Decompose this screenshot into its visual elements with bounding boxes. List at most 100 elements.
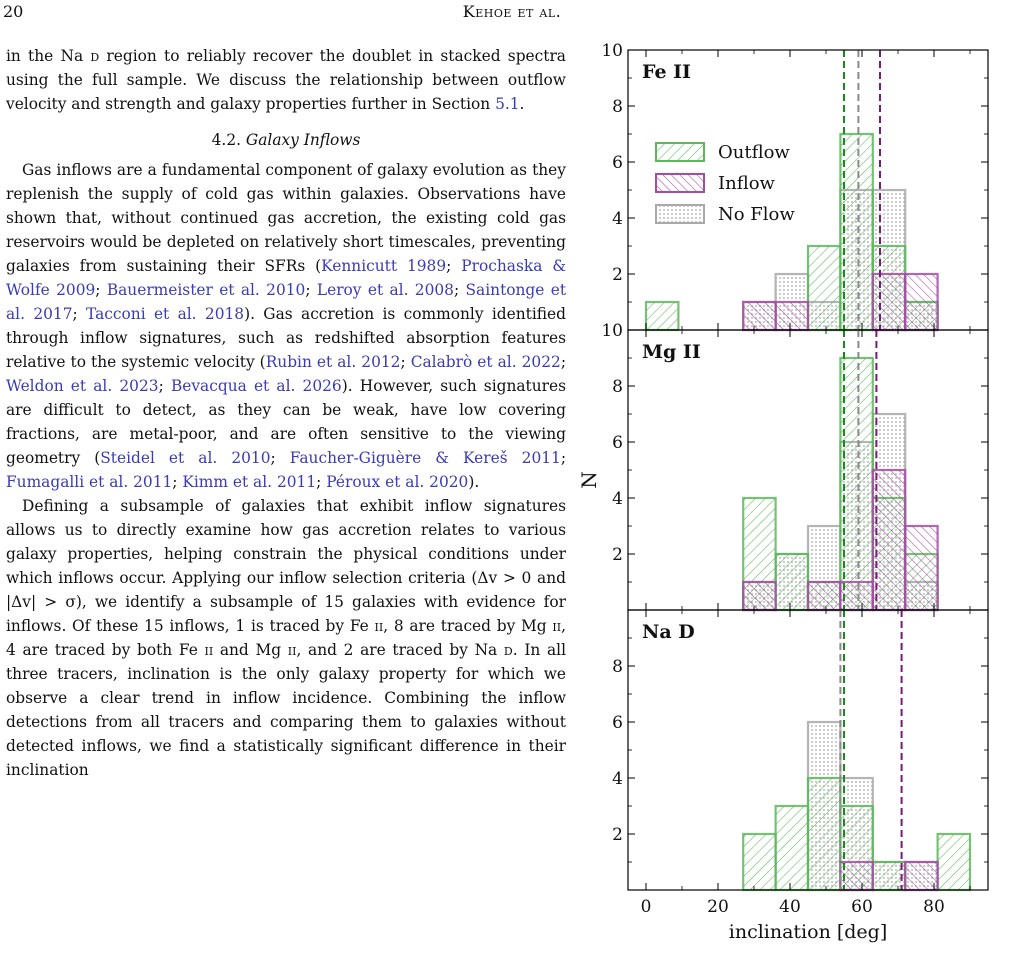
histogram-bar-outflow [644, 300, 680, 332]
y-tick-label: 6 [612, 713, 623, 733]
small-caps-text: d [503, 641, 513, 659]
text-run: ; [453, 281, 466, 299]
citation-link[interactable]: Leroy et al. 2008 [316, 281, 454, 299]
text-run: ). Gas accretion is commonly identified … [6, 305, 566, 371]
legend: Outflow Inflow No Flow [655, 142, 795, 225]
paragraph-inflows: Gas inflows are a fundamental component … [6, 158, 566, 494]
citation-link[interactable]: 5.1 [495, 95, 520, 113]
x-tick-label: 20 [707, 897, 729, 917]
citation-link[interactable]: Saintonge et al. 2017 [6, 281, 566, 323]
histogram-panel: 2 4 6 8 10 Mg II [601, 321, 989, 612]
citation-link[interactable]: Fumagalli et al. 2011 [6, 473, 173, 491]
histogram-panel: 2 4 6 8 Na D [612, 609, 989, 892]
inclination-histogram-figure: 2 4 6 8 10 Fe II 2 4 6 8 10 Mg II 2 4 6 8 Na D 0 20 40 60 80 i… [570, 40, 1000, 965]
text-run: ; [270, 449, 290, 467]
text-run: region to reliably recover the doublet i… [6, 47, 566, 113]
legend-swatch-inflow [655, 173, 705, 193]
citation-link[interactable]: Calabrò et al. 2022 [410, 353, 561, 371]
citation-link[interactable]: Péroux et al. 2020 [326, 473, 469, 491]
y-tick-label: 8 [612, 377, 623, 397]
text-run: ). However, such signatures are difficul… [6, 377, 566, 467]
legend-swatch-outflow [655, 142, 705, 162]
citation-link[interactable]: Kimm et al. 2011 [182, 473, 317, 491]
histogram-bar-outflow [871, 860, 907, 892]
panel-label: Na D [642, 621, 695, 643]
small-caps-text: ii [204, 641, 214, 659]
y-tick-label: 2 [612, 265, 623, 285]
citation-link[interactable]: Kennicutt 1989 [321, 257, 447, 275]
histogram-bar-inflow [904, 272, 939, 332]
text-run: , and 2 are traced by Na [296, 641, 504, 659]
y-tick-label: 4 [612, 209, 623, 229]
x-tick-label: 60 [851, 897, 873, 917]
text-run: in the Na [6, 47, 91, 65]
citation-link[interactable]: Prochaska & Wolfe 2009 [6, 257, 566, 299]
small-caps-text: ii [552, 617, 562, 635]
histogram-bar-inflow [806, 580, 842, 612]
histogram-bar-inflow [904, 860, 939, 892]
histogram-svg: 2 4 6 8 10 Fe II 2 4 6 8 10 Mg II 2 4 6 8 Na D 0 20 40 60 80 i… [577, 41, 989, 943]
text-run: . In all three tracers, inclination is t… [6, 641, 566, 779]
section-number: 4.2. [211, 131, 242, 149]
histogram-bar-inflow [742, 580, 777, 612]
text-run: ; [446, 257, 462, 275]
page-header: 20 Kehoe et al. [0, 0, 1024, 30]
citation-link[interactable]: Rubin et al. 2012 [265, 353, 401, 371]
y-tick-label: 4 [612, 489, 623, 509]
text-run: ; [95, 281, 107, 299]
panel-label: Mg II [642, 341, 701, 363]
histogram-bar-outflow [774, 804, 810, 892]
citation-link[interactable]: Weldon et al. 2023 [6, 377, 159, 395]
small-caps-text: ii [374, 617, 384, 635]
x-axis-label: inclination [deg] [729, 921, 888, 943]
text-run: Defining a subsample of galaxies that ex… [6, 497, 566, 635]
y-tick-label: 2 [612, 545, 623, 565]
text-run: Gas inflows are a fundamental component … [6, 161, 566, 275]
text-run: , 4 are traced by both Fe [6, 617, 566, 659]
legend-label: No Flow [718, 204, 795, 225]
small-caps-text: d [90, 47, 100, 65]
legend-swatch-noflow [655, 204, 705, 224]
text-run: ). [468, 473, 480, 491]
body-text-column: in the Na d region to reliably recover t… [6, 44, 566, 965]
paragraph-subsample: Defining a subsample of galaxies that ex… [6, 494, 566, 782]
histogram-bar-inflow [839, 580, 874, 612]
text-run: ; [316, 473, 327, 491]
text-run: . [519, 95, 525, 113]
legend-label: Inflow [718, 173, 776, 194]
histogram-bar-outflow [806, 244, 842, 332]
legend-label: Outflow [718, 142, 790, 163]
text-run: and Mg [213, 641, 288, 659]
y-tick-label: 8 [612, 657, 623, 677]
section-heading: 4.2. Galaxy Inflows [6, 128, 566, 152]
citation-link[interactable]: Tacconi et al. 2018 [86, 305, 245, 323]
histogram-bar-inflow [839, 860, 874, 892]
histogram-bar-inflow [742, 300, 777, 332]
paragraph-intro: in the Na d region to reliably recover t… [6, 44, 566, 116]
text-run: ; [158, 377, 171, 395]
histogram-bar-inflow [871, 272, 907, 332]
citation-link[interactable]: Bauermeister et al. 2010 [106, 281, 306, 299]
y-tick-label: 6 [612, 153, 623, 173]
histogram-bar-outflow [774, 552, 810, 612]
histogram-bar-inflow [774, 300, 810, 332]
y-tick-label: 10 [601, 41, 623, 61]
text-run: ; [305, 281, 317, 299]
citation-link[interactable]: Bevacqua et al. 2026 [170, 377, 342, 395]
y-tick-label: 4 [612, 769, 623, 789]
y-axis-label: N [577, 471, 601, 489]
text-run: ; [560, 353, 566, 371]
panel-label: Fe II [642, 61, 691, 83]
histogram-bar-outflow [742, 832, 777, 892]
histogram-bar-outflow [839, 132, 874, 332]
y-tick-label: 8 [612, 97, 623, 117]
running-head: Kehoe et al. [462, 2, 562, 21]
histogram-bar-outflow [839, 356, 874, 612]
histogram-bar-inflow [904, 524, 939, 612]
section-title: Galaxy Inflows [245, 131, 361, 149]
citation-link[interactable]: Steidel et al. 2010 [100, 449, 271, 467]
x-tick-label: 80 [923, 897, 945, 917]
citation-link[interactable]: Faucher-Giguère & Kereš 2011 [289, 449, 561, 467]
y-tick-label: 6 [612, 433, 623, 453]
y-tick-label: 2 [612, 825, 623, 845]
